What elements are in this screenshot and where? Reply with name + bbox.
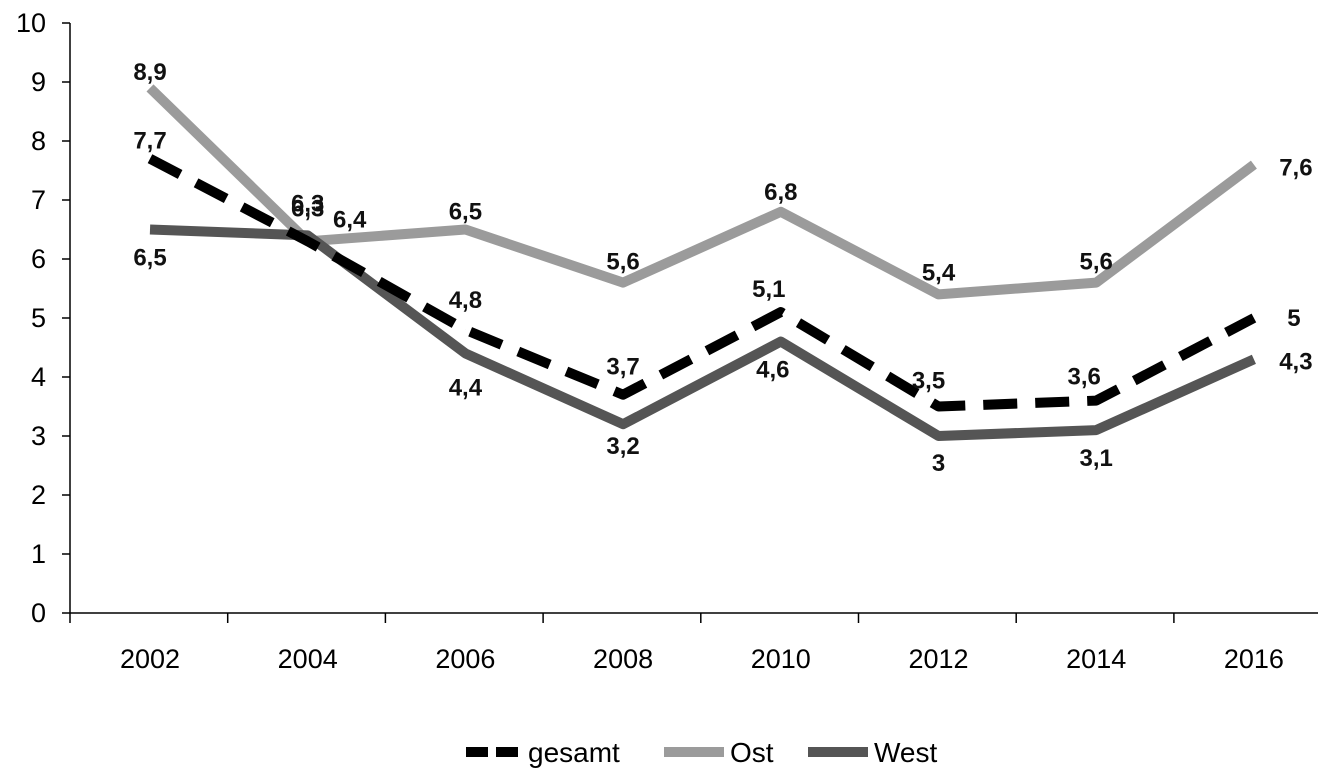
axes: 0 1 2 3 4 5 6 7 8 9 10 2002 2004 2006 2008 2010 2012 2014… — [16, 8, 1318, 674]
data-label-west: 4,3 — [1279, 348, 1312, 375]
data-label-ost: 5,6 — [1080, 249, 1113, 276]
y-tick-label: 10 — [16, 8, 46, 38]
y-tick-label: 7 — [31, 185, 46, 215]
data-label-ost: 5,6 — [606, 249, 639, 276]
x-tick-label: 2010 — [751, 644, 811, 674]
y-tick-label: 6 — [31, 244, 46, 274]
y-tick-label: 4 — [31, 362, 46, 392]
series-line-ost — [146, 84, 1257, 300]
series-lines — [146, 84, 1257, 441]
x-tick-label: 2014 — [1066, 644, 1126, 674]
data-label-west: 4,4 — [449, 374, 483, 401]
data-label-west: 3 — [932, 450, 945, 477]
data-label-gesamt: 3,6 — [1068, 364, 1101, 391]
data-label-gesamt: 6,3 — [291, 190, 324, 217]
y-tick-label: 3 — [31, 421, 46, 451]
series-line-west — [149, 224, 1256, 441]
data-labels: 7,7 6,3 4,8 3,7 5,1 3,5 3,6 5 8,9 6,3 6,5 5,6 6,8 5,4… — [133, 59, 1312, 477]
x-tick-label: 2012 — [908, 644, 968, 674]
data-label-west: 4,6 — [756, 357, 789, 384]
data-label-west: 3,1 — [1080, 445, 1113, 472]
y-tick-label: 2 — [31, 480, 46, 510]
data-label-ost: 8,9 — [133, 59, 166, 86]
data-label-west: 3,2 — [606, 433, 639, 460]
x-tick-label: 2006 — [435, 644, 495, 674]
legend-label-gesamt: gesamt — [528, 737, 620, 768]
data-label-west: 6,5 — [133, 245, 166, 272]
data-label-gesamt: 7,7 — [133, 128, 166, 155]
legend-label-ost: Ost — [730, 737, 774, 768]
y-tick-label: 1 — [31, 539, 46, 569]
data-label-west: 6,4 — [333, 206, 367, 233]
data-label-gesamt: 3,7 — [606, 354, 639, 381]
x-tick-label: 2016 — [1224, 644, 1284, 674]
data-label-ost: 5,4 — [922, 259, 956, 286]
data-label-ost: 6,5 — [449, 199, 482, 226]
data-label-ost: 6,8 — [764, 179, 797, 206]
legend: gesamt Ost West — [466, 737, 937, 768]
data-label-gesamt: 5 — [1287, 305, 1300, 332]
x-tick-label: 2002 — [120, 644, 180, 674]
data-label-ost: 6,3 — [291, 195, 324, 222]
data-label-gesamt: 4,8 — [449, 287, 482, 314]
x-tick-label: 2004 — [278, 644, 338, 674]
y-tick-label: 0 — [31, 598, 46, 628]
y-tick-label: 9 — [31, 67, 46, 97]
legend-label-west: West — [874, 737, 937, 768]
data-label-gesamt: 3,5 — [912, 368, 945, 395]
y-tick-label: 8 — [31, 126, 46, 156]
series-line-gesamt — [147, 154, 1257, 412]
y-tick-label: 5 — [31, 303, 46, 333]
data-label-gesamt: 5,1 — [752, 276, 785, 303]
x-tick-label: 2008 — [593, 644, 653, 674]
data-label-ost: 7,6 — [1279, 155, 1312, 182]
